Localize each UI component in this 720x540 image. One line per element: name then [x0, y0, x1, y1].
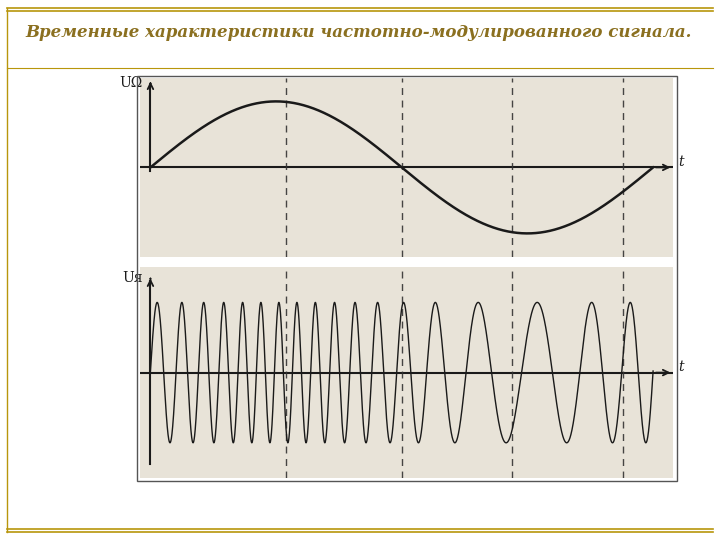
Text: t: t — [678, 155, 684, 169]
Text: Uя: Uя — [122, 271, 143, 285]
Text: UΩ: UΩ — [120, 76, 143, 90]
Text: Временные характеристики частотно-модулированного сигнала.: Временные характеристики частотно-модули… — [25, 24, 692, 41]
Text: t: t — [678, 360, 684, 374]
